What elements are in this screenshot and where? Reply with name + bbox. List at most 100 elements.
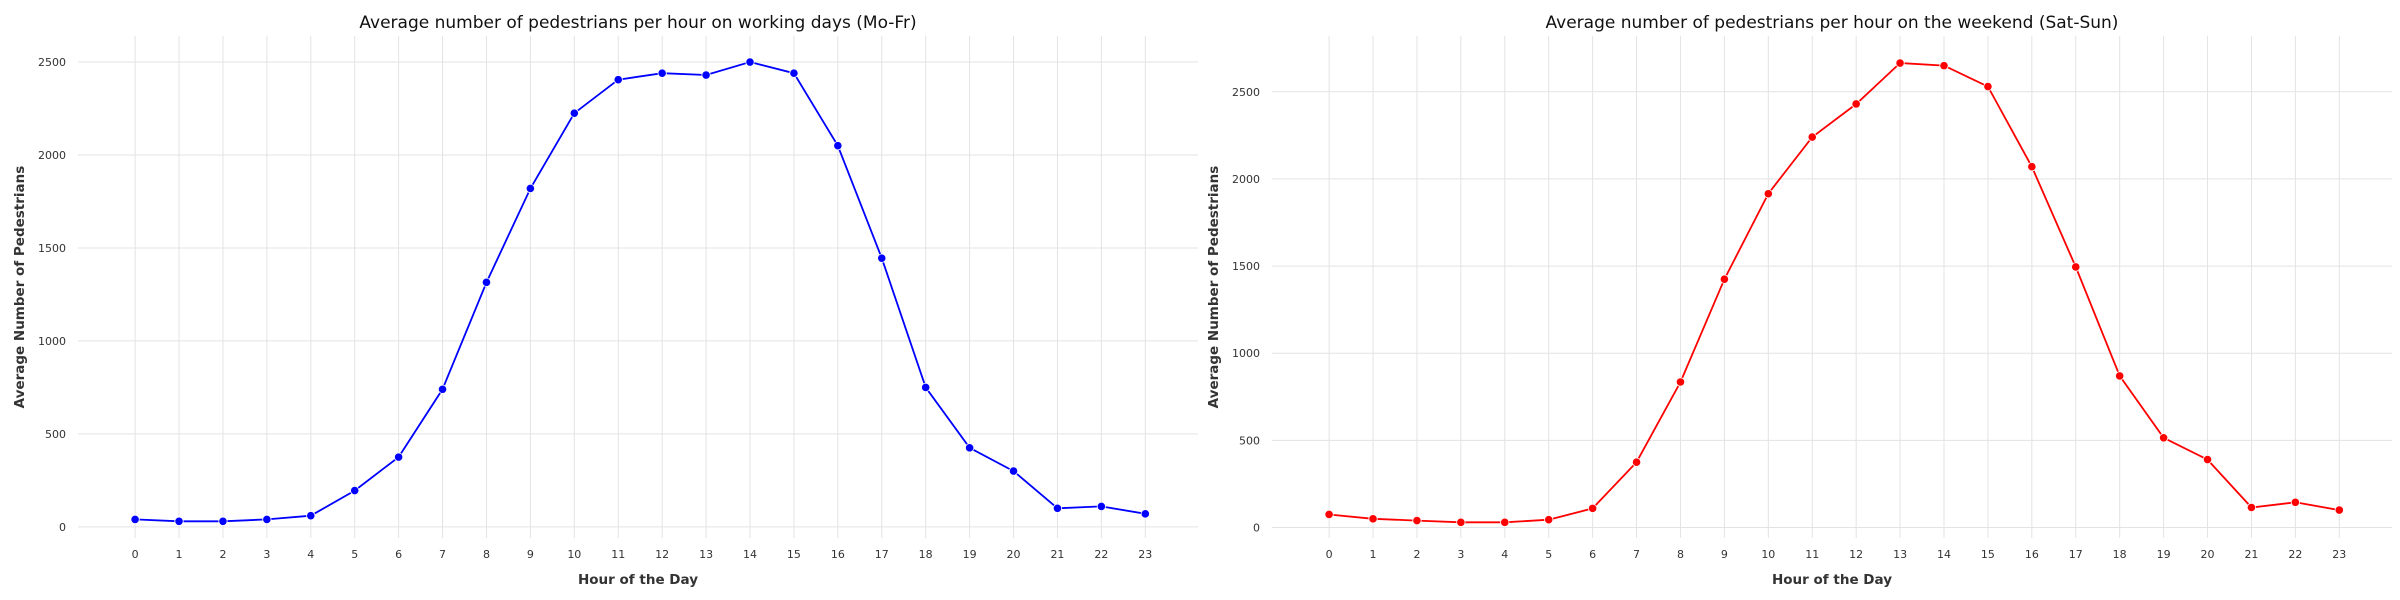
working-days-y-tick-label: 2000 [38,149,66,162]
weekend-x-tick-label: 4 [1501,548,1508,561]
weekend-y-tick-label: 2500 [1232,86,1260,99]
working-days-data-point [833,141,843,151]
weekend-x-tick-label: 17 [2069,548,2083,561]
weekend-x-tick-label: 14 [1937,548,1951,561]
weekend-x-tick-label: 10 [1761,548,1775,561]
working-days-x-tick-label: 22 [1094,548,1108,561]
weekend-data-point [2334,505,2344,515]
weekend-data-point [2290,497,2300,507]
working-days-x-axis-label: Hour of the Day [578,572,698,588]
weekend-data-point [1983,81,1993,92]
weekend-x-tick-label: 21 [2244,548,2258,561]
working-days-data-point [1052,503,1063,513]
working-days-data-point [657,68,667,78]
working-days-x-tick-label: 2 [219,548,226,561]
weekend-x-tick-label: 18 [2113,548,2127,561]
weekend-data-point [2115,371,2125,381]
weekend-data-point [1763,189,1773,199]
weekend-x-tick-label: 6 [1589,548,1596,561]
working-days-x-tick-label: 15 [787,548,801,561]
weekend-x-tick-label: 12 [1849,548,1863,561]
working-days-x-tick-label: 8 [483,548,490,561]
working-days-data-point [745,57,755,67]
working-days-x-tick-label: 1 [176,548,183,561]
weekend-x-tick-label: 23 [2332,548,2346,561]
working-days-data-point [437,384,448,394]
working-days-x-tick-label: 13 [699,548,713,561]
working-days-data-point [218,516,228,526]
working-days-series-line [135,61,1146,523]
working-days-data-point [481,277,492,287]
working-days-data-point [1008,466,1019,476]
weekend-data-point [1588,503,1598,513]
weekend-x-tick-label: 1 [1370,548,1377,561]
weekend-data-point [2159,433,2169,443]
weekend-y-tick-label: 1500 [1232,260,1260,273]
working-days-x-tick-label: 18 [919,548,933,561]
working-days-y-tick-label: 500 [45,428,66,441]
weekend-data-point [2027,162,2037,172]
working-days-y-tick-label: 1500 [38,242,66,255]
weekend-data-point [1631,457,1642,467]
working-days-x-tick-label: 23 [1138,548,1152,561]
weekend-data-point [1324,509,1334,520]
working-days-data-point [921,382,931,392]
weekend-data-point [1675,377,1686,387]
weekend-x-tick-label: 5 [1545,548,1552,561]
weekend-x-tick-label: 13 [1893,548,1907,561]
weekend-data-point [1456,517,1466,527]
working-days-x-tick-label: 9 [527,548,534,561]
working-days-y-axis-label: Average Number of Pedestrians [12,166,28,409]
working-days-x-tick-label: 4 [307,548,314,561]
working-days-x-tick-label: 10 [567,548,581,561]
weekend-y-tick-label: 0 [1253,522,1260,535]
weekend-data-point [2246,502,2257,513]
working-days-data-point [350,485,360,496]
weekend-x-tick-label: 16 [2025,548,2039,561]
weekend-data-point [1895,58,1905,68]
working-days-chart-title: Average number of pedestrians per hour o… [359,13,916,33]
weekend-data-point [2202,454,2213,465]
weekend-y-tick-label: 1000 [1232,347,1260,360]
working-days-x-tick-label: 21 [1050,548,1064,561]
working-days-x-tick-label: 20 [1007,548,1021,561]
weekend-x-axis-label: Hour of the Day [1772,572,1892,588]
weekend-data-point [1544,515,1554,525]
weekend-x-tick-label: 9 [1721,548,1728,561]
working-days-data-point [569,108,579,118]
weekend-data-point [1939,61,1949,71]
weekend-x-tick-label: 7 [1633,548,1640,561]
weekend-x-tick-label: 20 [2201,548,2215,561]
weekend-data-point [1412,515,1422,526]
working-days-data-point [965,443,975,453]
weekend-grid [1272,36,2392,538]
weekend-data-point [1807,132,1817,142]
working-days-y-tick-label: 0 [59,521,66,534]
working-days-x-tick-label: 6 [395,548,402,561]
working-days-x-tick-label: 17 [875,548,889,561]
working-days-data-point [262,514,272,525]
working-days-y-tick-label: 1000 [38,335,66,348]
weekend-x-tick-label: 11 [1805,548,1819,561]
working-days-data-point [306,511,316,521]
working-days-data-point [394,452,404,462]
weekend-x-tick-label: 19 [2157,548,2171,561]
working-days-data-point [525,183,535,194]
working-days-grid [78,36,1198,538]
working-days-data-point [130,514,140,525]
working-days-x-tick-label: 3 [263,548,270,561]
working-days-chart: 0 1 2 3 4 5 6 7 8 9 10 11 12 13 14 15 16 17 18 19 20 21 22 2305… [12,13,1198,588]
working-days-data-point [701,70,711,80]
weekend-y-tick-label: 2000 [1232,173,1260,186]
working-days-data-point [1140,509,1150,519]
working-days-x-tick-label: 12 [655,548,669,561]
weekend-x-tick-label: 0 [1326,548,1333,561]
weekend-chart-title: Average number of pedestrians per hour o… [1546,13,2119,33]
weekend-data-point [1500,517,1510,527]
weekend-x-tick-label: 22 [2288,548,2302,561]
weekend-x-tick-label: 15 [1981,548,1995,561]
working-days-data-point [613,75,623,85]
working-days-data-point [1096,501,1106,511]
working-days-x-tick-label: 7 [439,548,446,561]
